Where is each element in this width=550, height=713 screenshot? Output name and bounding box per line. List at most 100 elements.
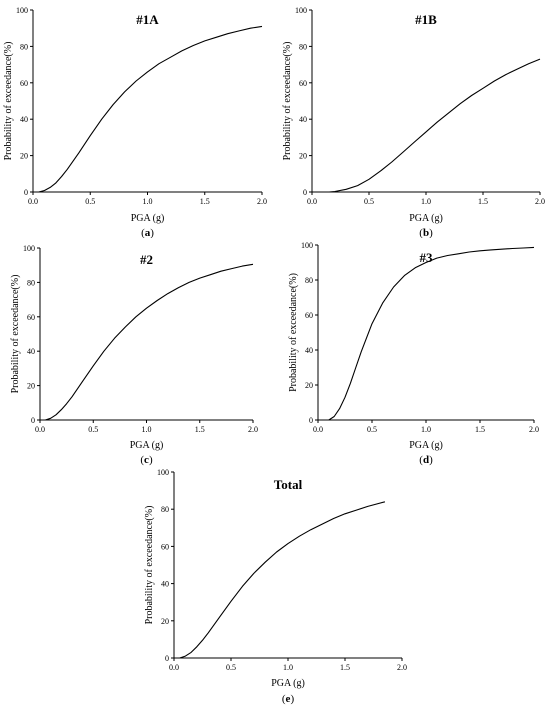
caption-letter: d xyxy=(423,454,429,466)
x-axis-label: PGA (g) xyxy=(131,213,165,224)
y-tick-label: 60 xyxy=(20,79,28,88)
x-tick-label: 2.0 xyxy=(257,197,267,206)
chart-panel-b: 0 20 40 60 80 100 0.0 0.5 1.0 1.5 2.0 #1B PGA (g) Pro… xyxy=(275,0,550,239)
chart-title: #2 xyxy=(140,252,153,267)
y-tick-label: 100 xyxy=(301,241,313,250)
subfigure-caption: (a) xyxy=(141,227,154,238)
y-tick-label: 20 xyxy=(161,617,169,626)
x-tick-label: 1.5 xyxy=(200,197,210,206)
chart-title: #1B xyxy=(415,12,437,27)
subfigure-caption: (d) xyxy=(419,454,433,466)
chart-total-svg: 0 20 40 60 80 100 0.0 0.5 1.0 1.5 2.0 Total PGA (g) P… xyxy=(144,468,407,705)
x-tick-label: 0.5 xyxy=(88,425,98,434)
chart-title: Total xyxy=(274,477,303,492)
chart-3-svg: 0 20 40 60 80 100 0.0 0.5 1.0 1.5 2.0 #3 PGA (g) Prob… xyxy=(288,241,539,466)
subfigure-caption: (b) xyxy=(419,227,433,238)
y-tick-label: 20 xyxy=(20,152,28,161)
x-tick-label: 0.0 xyxy=(169,663,179,672)
x-tick-label: 0.5 xyxy=(85,197,95,206)
chart-panel-c: 0 20 40 60 80 100 0.0 0.5 1.0 1.5 2.0 #2 PGA (g) Prob… xyxy=(0,238,275,470)
y-tick-label: 80 xyxy=(161,505,169,514)
x-axis-label: PGA (g) xyxy=(130,440,164,451)
y-tick-label: 100 xyxy=(16,6,28,15)
y-axis-label: Probability of exceedance(%) xyxy=(288,273,299,392)
caption-close: ) xyxy=(290,693,294,705)
y-tick-label: 60 xyxy=(27,313,35,322)
chart-panel-d: 0 20 40 60 80 100 0.0 0.5 1.0 1.5 2.0 #3 PGA (g) Prob… xyxy=(275,238,550,470)
x-tick-label: 0.5 xyxy=(367,425,377,434)
caption-open: ( xyxy=(140,454,144,466)
y-axis-label: Probability of exceedance(%) xyxy=(3,42,14,161)
x-tick-label: 2.0 xyxy=(529,425,539,434)
x-tick-label: 1.0 xyxy=(421,197,431,206)
chart-1b-svg: 0 20 40 60 80 100 0.0 0.5 1.0 1.5 2.0 #1B PGA (g) Pro… xyxy=(282,6,545,239)
y-tick-label: 0 xyxy=(31,416,35,425)
x-tick-label: 0.0 xyxy=(28,197,38,206)
y-tick-label: 100 xyxy=(295,6,307,15)
y-tick-label: 60 xyxy=(305,311,313,320)
chart-panel-e: 0 20 40 60 80 100 0.0 0.5 1.0 1.5 2.0 Total PGA (g) P… xyxy=(130,462,420,708)
y-tick-label: 40 xyxy=(299,115,307,124)
y-tick-label: 20 xyxy=(299,152,307,161)
x-tick-label: 1.5 xyxy=(340,663,350,672)
x-tick-label: 0.0 xyxy=(35,425,45,434)
series-line xyxy=(179,501,386,659)
series-line xyxy=(38,25,263,193)
caption-letter: c xyxy=(144,454,149,466)
chart-panel-a: 0 20 40 60 80 100 0.0 0.5 1.0 1.5 2.0 #1A PGA (g) Pro… xyxy=(0,0,275,239)
x-tick-label: 1.0 xyxy=(143,197,153,206)
caption-close: ) xyxy=(429,227,433,238)
y-tick-label: 100 xyxy=(23,244,35,253)
x-tick-label: 2.0 xyxy=(535,197,545,206)
caption-open: ( xyxy=(141,227,145,238)
x-tick-label: 1.5 xyxy=(475,425,485,434)
x-tick-label: 0.5 xyxy=(226,663,236,672)
x-tick-label: 2.0 xyxy=(397,663,407,672)
x-tick-label: 1.5 xyxy=(195,425,205,434)
chart-title: #3 xyxy=(420,250,434,265)
series-line xyxy=(328,246,535,421)
caption-letter: b xyxy=(423,227,429,238)
y-tick-label: 80 xyxy=(20,42,28,51)
x-tick-label: 0.0 xyxy=(313,425,323,434)
subfigure-caption: (c) xyxy=(140,454,153,466)
y-tick-label: 60 xyxy=(161,542,169,551)
x-axis-label: PGA (g) xyxy=(409,440,443,451)
y-tick-label: 80 xyxy=(305,276,313,285)
x-tick-label: 0.5 xyxy=(364,197,374,206)
caption-close: ) xyxy=(429,454,433,466)
y-tick-label: 0 xyxy=(309,416,313,425)
y-axis-label: Probability of exceedance(%) xyxy=(144,506,155,625)
x-tick-label: 1.0 xyxy=(283,663,293,672)
caption-open: ( xyxy=(419,227,423,238)
caption-close: ) xyxy=(150,227,154,238)
caption-letter: a xyxy=(145,227,151,238)
x-axis-label: PGA (g) xyxy=(271,678,305,689)
y-tick-label: 40 xyxy=(161,580,169,589)
y-tick-label: 0 xyxy=(303,188,307,197)
y-tick-label: 0 xyxy=(165,654,169,663)
x-tick-label: 1.0 xyxy=(142,425,152,434)
y-tick-label: 20 xyxy=(27,382,35,391)
caption-open: ( xyxy=(419,454,423,466)
y-tick-label: 0 xyxy=(24,188,28,197)
x-tick-label: 1.0 xyxy=(421,425,431,434)
x-tick-label: 1.5 xyxy=(478,197,488,206)
x-tick-label: 0.0 xyxy=(307,197,317,206)
x-axis-label: PGA (g) xyxy=(409,213,443,224)
y-tick-label: 20 xyxy=(305,381,313,390)
y-tick-label: 80 xyxy=(299,42,307,51)
y-tick-label: 100 xyxy=(157,468,169,477)
chart-title: #1A xyxy=(136,12,159,27)
x-tick-label: 2.0 xyxy=(248,425,258,434)
caption-open: ( xyxy=(282,693,286,705)
y-axis-label: Probability of exceedance(%) xyxy=(282,42,293,161)
subfigure-caption: (e) xyxy=(282,693,295,705)
chart-1a-svg: 0 20 40 60 80 100 0.0 0.5 1.0 1.5 2.0 #1A PGA (g) Pro… xyxy=(3,6,267,239)
y-tick-label: 40 xyxy=(20,115,28,124)
series-line xyxy=(45,263,254,421)
caption-close: ) xyxy=(149,454,153,466)
y-tick-label: 80 xyxy=(27,278,35,287)
y-tick-label: 40 xyxy=(27,347,35,356)
y-tick-label: 40 xyxy=(305,346,313,355)
